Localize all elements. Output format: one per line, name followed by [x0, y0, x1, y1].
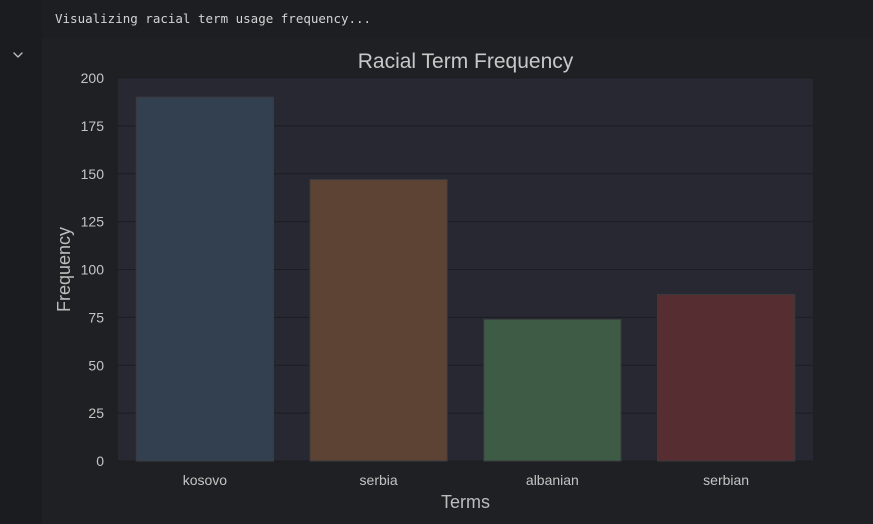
collapse-output-button[interactable] — [9, 46, 27, 64]
y-tick-label: 75 — [88, 309, 104, 325]
bar-serbian — [656, 293, 796, 462]
bars — [135, 96, 796, 462]
cell-gutter — [0, 0, 42, 524]
y-tick-label: 200 — [81, 70, 105, 86]
chart-title: Racial Term Frequency — [358, 50, 574, 73]
x-tick-label: serbian — [703, 472, 749, 488]
y-tick-label: 25 — [88, 405, 104, 421]
y-tick-labels: 0 25 50 75 100 125 150 175 200 — [81, 70, 105, 469]
x-tick-label: serbia — [360, 472, 398, 488]
x-tick-label: kosovo — [183, 472, 228, 488]
bar-kosovo — [135, 96, 275, 462]
y-tick-label: 100 — [81, 262, 105, 278]
bar-albanian — [483, 318, 622, 462]
bar-serbia — [309, 178, 448, 462]
y-axis-label: Frequency — [54, 227, 74, 312]
y-tick-label: 125 — [81, 214, 105, 230]
y-tick-label: 0 — [96, 453, 104, 469]
x-tick-label: albanian — [526, 472, 579, 488]
x-tick-labels: kosovo serbia albanian serbian — [183, 472, 749, 488]
chevron-down-icon — [13, 51, 23, 58]
y-tick-label: 150 — [81, 166, 105, 182]
y-tick-label: 50 — [88, 357, 104, 373]
y-tick-label: 175 — [81, 118, 105, 134]
output-text: Visualizing racial term usage frequency.… — [55, 11, 372, 26]
x-axis-label: Terms — [441, 492, 490, 512]
